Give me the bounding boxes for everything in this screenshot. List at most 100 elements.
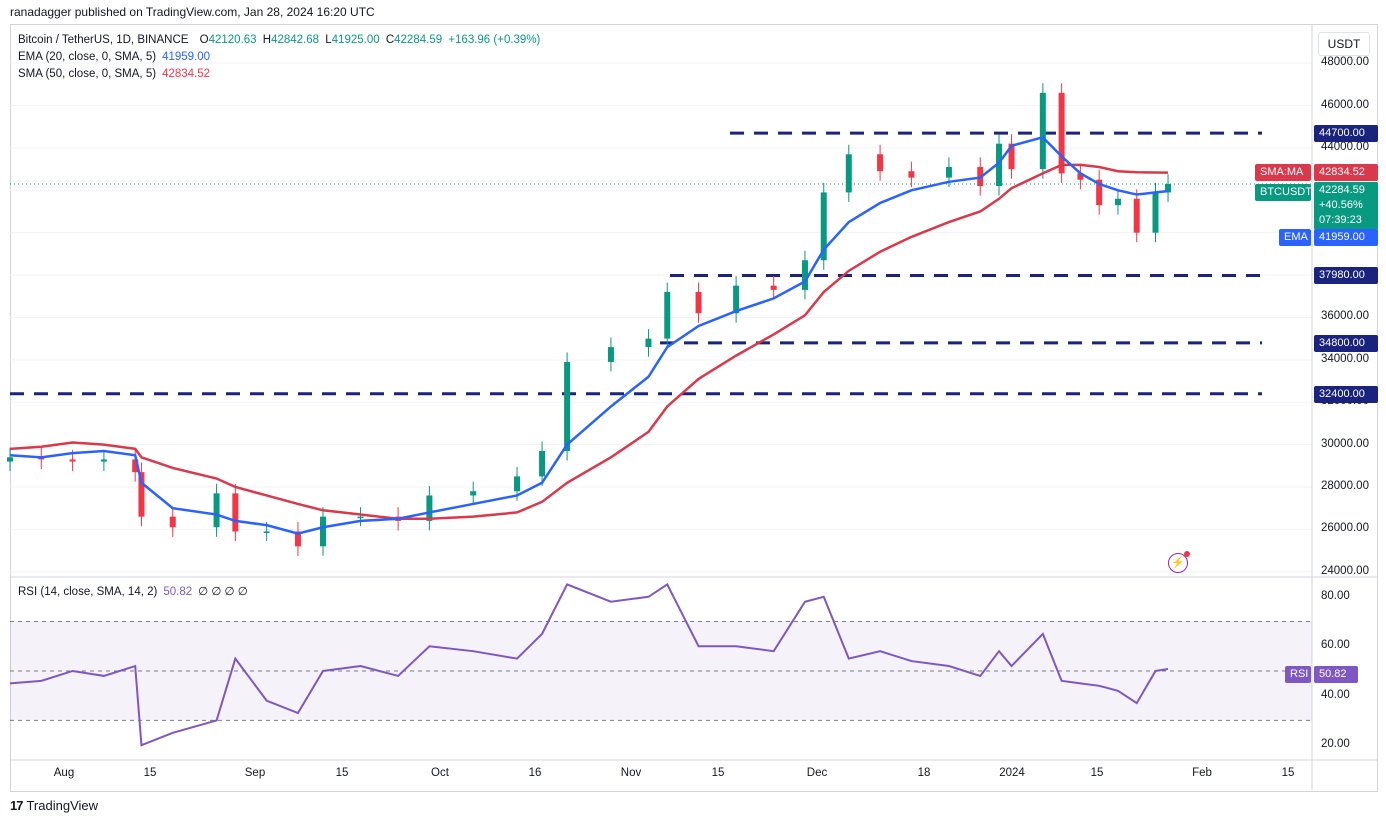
candle-body — [169, 516, 176, 528]
rsi-tick-label: 60.00 — [1321, 639, 1350, 652]
time-tick-label: 16 — [528, 767, 542, 779]
price-tick-label: 28000.00 — [1321, 479, 1369, 492]
close-value: 42284.59 — [394, 34, 443, 46]
candle-body — [539, 450, 546, 477]
candle-body — [514, 476, 521, 492]
time-tick-label: Nov — [620, 767, 642, 779]
publisher-line: ranadagger published on TradingView.com,… — [10, 5, 375, 19]
candle-body — [1114, 198, 1121, 206]
candle-body — [1152, 192, 1159, 233]
price-tick-label: 30000.00 — [1321, 437, 1369, 450]
sma-axis-label: SMA:MA — [1255, 164, 1311, 181]
candle-body — [695, 292, 702, 314]
ema-20-line — [9, 135, 1169, 535]
time-tick-label: 15 — [711, 767, 725, 779]
candle-body — [1039, 92, 1046, 170]
currency-button[interactable]: USDT — [1318, 32, 1370, 56]
time-tick-label: 18 — [917, 767, 931, 779]
time-tick-label: Dec — [806, 767, 828, 779]
time-tick-label: Sep — [244, 767, 266, 779]
rsi-line — [9, 582, 1169, 747]
low-value: 41925.00 — [331, 34, 380, 46]
ema-legend-label: EMA (20, close, 0, SMA, 5) — [18, 51, 157, 63]
rsi-legend-extra: ∅ ∅ ∅ ∅ — [198, 586, 248, 598]
candle-body — [470, 491, 477, 496]
time-tick-label: 2024 — [999, 767, 1025, 779]
candle-body — [232, 493, 239, 532]
price-tick-label: 34000.00 — [1321, 352, 1369, 365]
candle-body — [1096, 179, 1103, 206]
sma-legend-label: SMA (50, close, 0, SMA, 5) — [18, 68, 157, 80]
low-label: L — [325, 34, 332, 46]
candle-body — [132, 459, 139, 473]
price-tick-label: 26000.00 — [1321, 522, 1369, 535]
candle-body — [664, 292, 671, 339]
lightning-icon[interactable]: ⚡ — [1168, 551, 1190, 573]
candle-body — [319, 516, 326, 547]
candle-body — [1165, 183, 1172, 193]
ohlc-legend-row: Bitcoin / TetherUS, 1D, BINANCE O42120.6… — [18, 32, 543, 49]
candle-body — [1058, 92, 1065, 174]
price-tick-label: 46000.00 — [1321, 98, 1369, 111]
price-legend: Bitcoin / TetherUS, 1D, BINANCE O42120.6… — [18, 32, 543, 83]
candle-body — [7, 457, 13, 462]
high-label: H — [262, 34, 272, 46]
open-label: O — [199, 34, 209, 46]
chart-frame — [10, 24, 1378, 792]
time-tick-label: Aug — [53, 767, 75, 779]
time-tick-label: Feb — [1192, 767, 1212, 779]
close-label: C — [385, 34, 395, 46]
price-tick-label: 24000.00 — [1321, 564, 1369, 577]
current-price-change: +40.56% — [1319, 199, 1363, 211]
rsi-legend[interactable]: RSI (14, close, SMA, 14, 2) 50.82 ∅ ∅ ∅ ∅ — [18, 584, 248, 601]
candle-body — [564, 361, 571, 451]
sma-axis-value: 42834.52 — [1314, 164, 1378, 181]
tradingview-logo-text: TradingView — [26, 798, 99, 813]
candle-body — [69, 459, 76, 462]
candle-body — [1133, 198, 1140, 233]
rsi-legend-label: RSI (14, close, SMA, 14, 2) — [18, 586, 158, 598]
symbol-title[interactable]: Bitcoin / TetherUS, 1D, BINANCE — [18, 34, 189, 46]
ema-legend-row[interactable]: EMA (20, close, 0, SMA, 5) 41959.00 — [18, 49, 543, 66]
candle-body — [100, 459, 107, 462]
ema-axis-value: 41959.00 — [1314, 229, 1378, 246]
candle-body — [733, 285, 740, 314]
candle-body — [357, 516, 364, 519]
candle-body — [1008, 143, 1015, 170]
open-value: 42120.63 — [208, 34, 257, 46]
rsi-axis-label: RSI — [1285, 666, 1311, 683]
time-tick-label: 15 — [1281, 767, 1295, 779]
rsi-axis-value: 50.82 — [1314, 666, 1358, 683]
candle-body — [645, 338, 652, 348]
high-value: 42842.68 — [271, 34, 320, 46]
rsi-tick-label: 20.00 — [1321, 738, 1350, 751]
candle-countdown: 07:39:23 — [1319, 214, 1362, 226]
candle-body — [845, 154, 852, 193]
candle-body — [770, 285, 777, 290]
price-tick-label: 36000.00 — [1321, 310, 1369, 323]
ema-legend-value: 41959.00 — [162, 51, 211, 63]
candle-body — [138, 472, 145, 517]
price-tick-label: 44000.00 — [1321, 140, 1369, 153]
current-price-tag: 42284.59 +40.56% 07:39:23 — [1314, 182, 1378, 230]
candle-body — [213, 493, 220, 528]
candle-body — [801, 260, 808, 290]
candle-body — [996, 143, 1003, 187]
rsi-legend-value: 50.82 — [163, 586, 193, 598]
tradingview-logo-icon: 17 — [10, 798, 24, 813]
level-tag: 44700.00 — [1314, 125, 1378, 143]
current-price-value: 42284.59 — [1319, 184, 1365, 196]
change-value: +163.96 (+0.39%) — [448, 34, 541, 46]
level-tag: 37980.00 — [1314, 267, 1378, 285]
price-tick-label: 48000.00 — [1321, 56, 1369, 69]
candle-body — [294, 531, 301, 547]
candle-body — [263, 531, 270, 533]
level-tag: 32400.00 — [1314, 385, 1378, 403]
level-tag: 34800.00 — [1314, 334, 1378, 352]
candle-body — [607, 347, 614, 362]
sma-legend-row[interactable]: SMA (50, close, 0, SMA, 5) 42834.52 — [18, 66, 543, 83]
sma-50-line — [9, 163, 1169, 521]
tradingview-logo[interactable]: 17 TradingView — [10, 798, 98, 813]
candle-body — [908, 171, 915, 178]
